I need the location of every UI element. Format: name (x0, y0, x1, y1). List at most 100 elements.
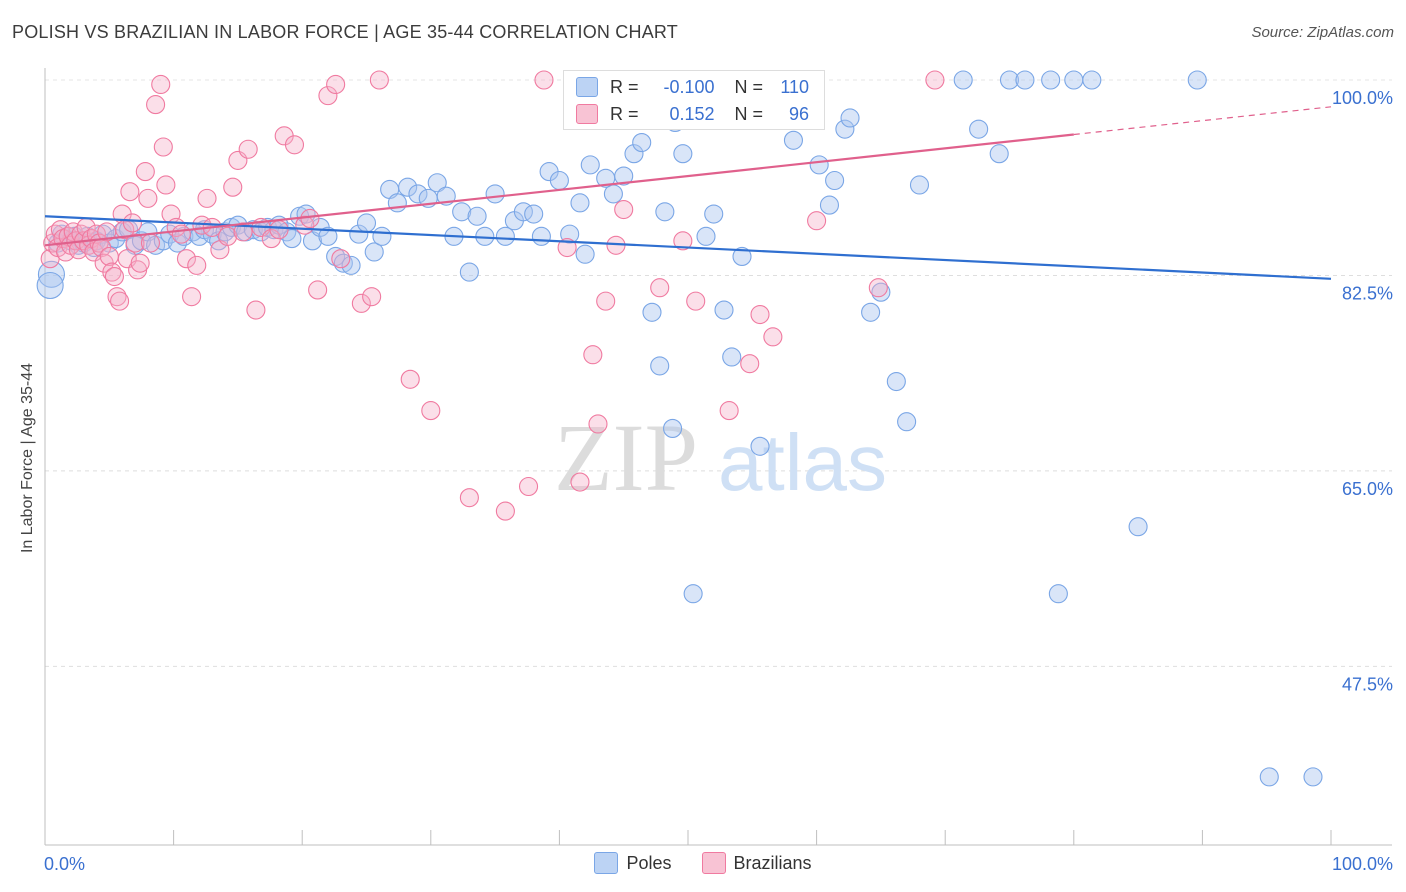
brazilians-point (719, 401, 739, 421)
poles-point (524, 204, 544, 224)
brazilians-point (153, 137, 173, 157)
brazilians-point (868, 278, 888, 298)
brazilians-point (130, 253, 150, 273)
poles-point (642, 302, 662, 322)
brazilians-point (686, 291, 706, 311)
legend-row-brazilians: R = 0.152 N = 96 (576, 101, 809, 127)
brazilians-point (218, 226, 238, 246)
poles-point (650, 356, 670, 376)
brazilians-point (120, 182, 140, 202)
brazilians-point (421, 401, 441, 421)
poles-point (614, 166, 634, 186)
x-tick-label: 0.0% (44, 854, 85, 874)
correlation-legend-box: R = -0.100 N = 110 R = 0.152 N = 96 (563, 70, 825, 130)
y-tick-label: 100.0% (1332, 88, 1393, 108)
poles-point (819, 195, 840, 215)
poles-point (36, 271, 64, 300)
poles-point (969, 119, 989, 139)
poles-point (704, 204, 724, 224)
brazilians-point (171, 224, 191, 244)
poles-point (452, 202, 472, 222)
brazilians-point (583, 345, 603, 365)
poles-point (861, 302, 881, 322)
poles-point (655, 202, 675, 222)
poles-point (1128, 517, 1148, 537)
r-label: R = (610, 76, 639, 97)
brazilians-point (104, 267, 124, 287)
poles-point (485, 184, 505, 204)
grid-lines (45, 79, 1392, 667)
legend-item-brazilians: Brazilians (701, 852, 812, 874)
poles-point (580, 155, 600, 175)
poles-point (1259, 767, 1279, 787)
poles-point (835, 119, 855, 139)
poles-point (714, 300, 734, 320)
brazilians-point (308, 280, 328, 300)
poles-point (1187, 70, 1207, 90)
poles-point (1064, 70, 1084, 90)
poles-point (953, 70, 973, 90)
legend-item-poles: Poles (594, 852, 672, 874)
brazilians-trend-line-dashed (1073, 106, 1332, 136)
poles-point (809, 155, 829, 175)
poles-point (531, 226, 551, 246)
brazilians-point (362, 287, 382, 307)
x-tick-label: 100.0% (1332, 854, 1393, 874)
watermark: ZIP atlas (554, 404, 887, 511)
poles-point (732, 246, 752, 267)
brazilians-point (182, 287, 202, 307)
poles-point (897, 412, 917, 432)
watermark-atlas: atlas (718, 418, 887, 507)
brazilians-point (750, 304, 770, 325)
brazilians-point (99, 246, 119, 267)
poles-point (549, 170, 569, 191)
trend-lines (44, 106, 1332, 280)
poles-point (840, 108, 860, 128)
source-label: Source: ZipAtlas.com (1251, 24, 1394, 41)
brazilians-point (238, 139, 258, 159)
brazilians-point (176, 249, 197, 269)
brazilians-point (318, 86, 338, 106)
poles-point (341, 255, 361, 275)
brazilians-point (125, 233, 145, 253)
poles-point (696, 226, 716, 246)
poles-trend-line (44, 215, 1332, 280)
brazilians-point (763, 327, 783, 347)
poles-point (364, 242, 384, 262)
poles-swatch (576, 77, 598, 97)
poles-point (909, 175, 930, 195)
poles-point (1015, 70, 1035, 90)
brazilians-trend-line (44, 133, 1074, 247)
brazilians-point (138, 188, 158, 208)
brazilians-point (122, 213, 142, 233)
poles-point (1303, 767, 1323, 787)
data-points (36, 70, 1323, 787)
brazilians-point (110, 291, 130, 311)
poles-point (459, 262, 479, 282)
poles-point (673, 144, 693, 164)
brazilians-point (156, 175, 176, 195)
poles-point (663, 418, 683, 438)
chart-title: POLISH VS BRAZILIAN IN LABOR FORCE | AGE… (12, 22, 678, 42)
poles-point (356, 213, 377, 233)
y-tick-label: 47.5% (1342, 674, 1393, 694)
brazilians-point (518, 476, 539, 497)
poles-point (408, 184, 428, 204)
brazilians-point (135, 162, 155, 182)
y-tick-label: 65.0% (1342, 479, 1393, 499)
r-value: -0.100 (663, 76, 715, 97)
series-legend: Poles Brazilians (0, 852, 1406, 874)
poles-point (570, 193, 590, 213)
brazilians-point (614, 199, 634, 220)
brazilians-point (197, 188, 217, 208)
brazilians-swatch (576, 104, 598, 124)
brazilians-legend-swatch (701, 852, 726, 874)
poles-point (398, 177, 418, 197)
poles-point (575, 244, 595, 264)
poles-point (1048, 584, 1068, 604)
y-tick-labels: 100.0% 82.5% 65.0% 47.5% (1332, 88, 1393, 694)
brazilians-point (925, 70, 945, 90)
poles-point (783, 130, 804, 150)
brazilians-point (284, 135, 305, 155)
n-label: N = (734, 103, 764, 124)
